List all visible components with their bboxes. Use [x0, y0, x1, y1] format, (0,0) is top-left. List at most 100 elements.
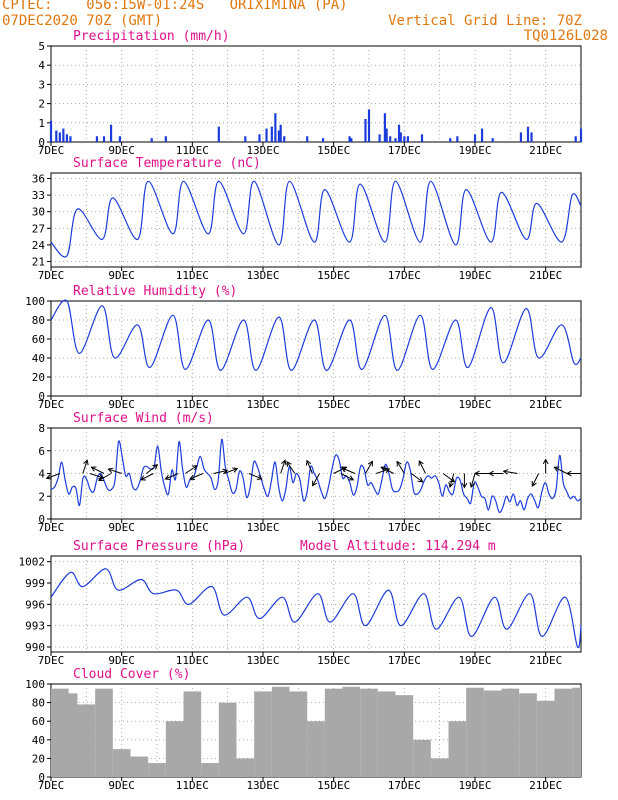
x-tick-label: 9DEC [108, 779, 135, 792]
y-tick-label: 100 [25, 678, 45, 691]
panel-3: 0 20 40 60 80 100 7DEC 9DEC 11DEC 13DEC 15DEC 17DEC… [25, 284, 582, 411]
x-tick-label: 17DEC [388, 779, 421, 792]
precip-bar [279, 124, 282, 142]
wind-arrow-head [418, 460, 424, 466]
series-line [50, 438, 582, 514]
wind-arrow-head [531, 481, 537, 487]
y-tick-label: 999 [25, 577, 45, 590]
y-tick-label: 1 [38, 117, 45, 130]
precip-bar [55, 130, 58, 142]
y-tick-label: 6 [38, 445, 45, 458]
x-tick-label: 13DEC [246, 398, 279, 411]
precip-bar [480, 128, 484, 142]
precip-bar [389, 136, 392, 142]
product-code: TQ0126L028 [523, 28, 608, 44]
wind-arrow [531, 473, 540, 487]
precip-bar [574, 136, 577, 142]
wind-arrow [503, 470, 518, 474]
x-tick-label: 9DEC [108, 521, 135, 534]
cloud-bar [165, 721, 184, 777]
precip-bar [364, 118, 367, 142]
x-tick-label: 7DEC [38, 398, 65, 411]
wind-arrow-head [488, 470, 494, 477]
wind-arrow [189, 473, 204, 480]
wind-arrow-head [341, 467, 348, 473]
x-tick-label: 19DEC [458, 269, 491, 282]
x-tick-label: 11DEC [176, 398, 209, 411]
x-tick-label: 21DEC [529, 521, 562, 534]
cloud-bar [271, 686, 290, 777]
series-line [50, 180, 582, 258]
precip-bar [473, 134, 477, 142]
wind-arrow [341, 467, 356, 474]
y-tick-label: 33 [32, 189, 45, 202]
precip-bar [420, 134, 424, 142]
wind-arrow-head [152, 464, 159, 470]
wind-arrow [449, 473, 455, 488]
cloud-bar [536, 700, 555, 777]
x-tick-label: 11DEC [176, 144, 209, 157]
y-tick-label: 3 [38, 78, 45, 91]
wind-arrow [165, 473, 179, 480]
y-tick-label: 2 [38, 490, 45, 503]
wind-arrow-head [380, 466, 387, 472]
precip-bar [109, 124, 113, 142]
cloud-bar [377, 691, 396, 777]
plot-frame [50, 45, 582, 143]
precip-bar [403, 136, 406, 142]
wind-arrow-head [542, 458, 549, 465]
wind-arrow [442, 473, 455, 483]
wind-arrow [418, 460, 426, 474]
precip-bar [397, 124, 401, 142]
precip-bar [164, 136, 167, 142]
precip-bar [306, 136, 309, 142]
wind-arrow-head [140, 475, 146, 481]
wind-arrow [98, 473, 112, 481]
wind-arrow-head [367, 460, 373, 467]
y-tick-label: 1002 [19, 556, 46, 569]
wind-arrow-head [98, 475, 104, 481]
y-tick-label: 40 [32, 352, 45, 365]
cloud-bar [218, 702, 237, 777]
cloud-bar [554, 688, 573, 777]
panel-2: 21 24 27 30 33 36 7DEC 9DEC 11DEC 13DEC 15DEC 17DEC… [32, 156, 582, 282]
precip-bar [449, 138, 452, 142]
precip-bar [394, 138, 397, 142]
y-tick-label: 80 [32, 314, 45, 327]
x-tick-label: 15DEC [317, 779, 350, 792]
precip-bar [62, 128, 65, 142]
wind-arrow-head [312, 480, 318, 487]
precip-bar [65, 134, 68, 142]
wind-arrow-head [448, 481, 454, 488]
precip-bar [244, 136, 247, 142]
wind-arrow [213, 469, 228, 474]
y-tick-label: 30 [32, 206, 45, 219]
cloud-bar [430, 758, 449, 777]
x-tick-label: 13DEC [246, 269, 279, 282]
x-tick-label: 21DEC [529, 654, 562, 667]
cloud-bar [466, 687, 484, 777]
cloud-bar [572, 687, 581, 777]
wind-arrow [146, 464, 158, 474]
x-tick-label: 7DEC [38, 654, 65, 667]
cloud-bar [254, 691, 272, 777]
panel-5: 990 993 996 999 1002 7DEC 9DEC 11DEC 13DEC 15DEC 1… [19, 539, 582, 667]
wind-arrow-head [502, 469, 509, 475]
wind-arrow [108, 468, 122, 474]
plot-frame [50, 300, 582, 397]
y-tick-label: 60 [32, 333, 45, 346]
precip-bar [270, 126, 273, 142]
wind-arrow-head [396, 460, 402, 467]
panel-title: Relative Humidity (%) [73, 284, 237, 299]
precip-bar [274, 113, 277, 142]
cloud-bar [483, 690, 502, 777]
y-tick-label: 40 [32, 734, 45, 747]
x-tick-label: 17DEC [388, 144, 421, 157]
wind-arrow-head [222, 468, 229, 475]
y-tick-label: 2 [38, 98, 45, 111]
cloud-bar [307, 721, 325, 777]
panel-4: 0 2 4 6 8 7DEC 9DEC 11DEC 13DEC 15DEC 17DEC 19DEC 21… [38, 411, 582, 534]
station-header: CPTEC: 056:15W-01:24S ORIXIMINA (PA) [2, 0, 348, 13]
precip-bar [519, 132, 523, 142]
x-tick-label: 19DEC [458, 398, 491, 411]
